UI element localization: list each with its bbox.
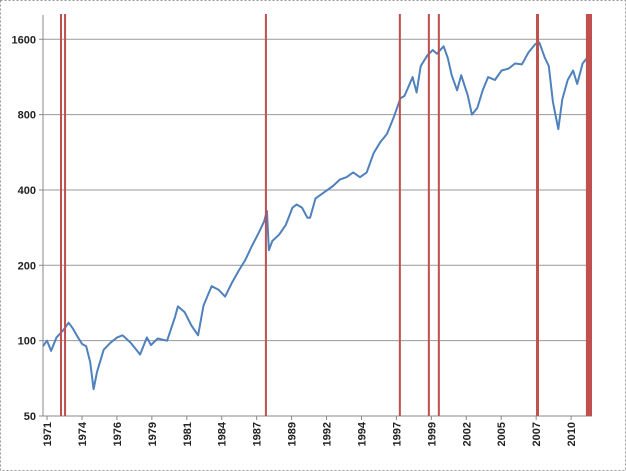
- highlight-band: [398, 14, 401, 416]
- x-tick-label: 2002: [461, 422, 473, 446]
- x-tick-label: 1974: [77, 421, 89, 446]
- x-tick-label: 1984: [217, 421, 229, 446]
- x-tick-label: 1976: [112, 422, 124, 446]
- highlight-band: [59, 14, 63, 416]
- x-tick-label: 1971: [42, 422, 54, 446]
- x-tick-label: 1997: [391, 422, 403, 446]
- highlight-band: [64, 14, 67, 416]
- highlight-band: [536, 14, 539, 416]
- x-tick-label: 1981: [182, 422, 194, 446]
- y-tick-label: 800: [18, 110, 36, 122]
- x-tick-label: 1989: [287, 422, 299, 446]
- highlight-band: [585, 14, 592, 416]
- x-tick-label: 2005: [496, 422, 508, 446]
- highlight-band: [437, 14, 440, 416]
- x-tick-label: 1994: [356, 421, 368, 446]
- y-tick-label: 100: [18, 336, 36, 348]
- y-tick-label: 200: [18, 260, 36, 272]
- x-tick-label: 1987: [252, 422, 264, 446]
- x-tick-label: 2007: [531, 422, 543, 446]
- x-tick-label: 1979: [147, 422, 159, 446]
- y-tick-label: 50: [24, 411, 36, 423]
- x-tick-label: 1999: [426, 422, 438, 446]
- y-tick-label: 1600: [12, 34, 36, 46]
- y-tick-label: 400: [18, 185, 36, 197]
- x-tick-label: 1992: [322, 422, 334, 446]
- highlight-band: [264, 14, 267, 416]
- data-line: [42, 41, 592, 391]
- x-tick-label: 2010: [566, 422, 578, 446]
- highlight-band: [427, 14, 430, 416]
